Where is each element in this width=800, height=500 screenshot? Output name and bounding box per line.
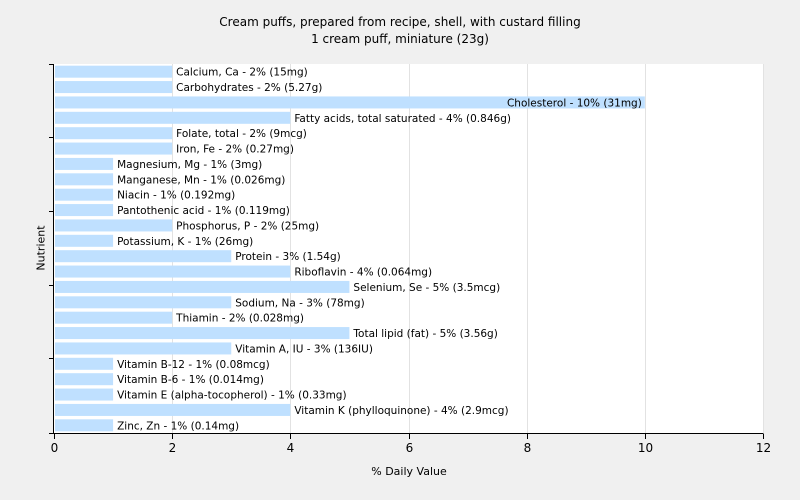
bar xyxy=(55,419,114,432)
bar-label: Riboflavin - 4% (0.064mg) xyxy=(294,267,432,279)
bar xyxy=(55,250,232,263)
bar xyxy=(55,65,173,78)
bar xyxy=(55,188,114,201)
bar-label: Vitamin E (alpha-tocopherol) - 1% (0.33m… xyxy=(117,390,347,402)
bar-label: Vitamin A, IU - 3% (136IU) xyxy=(235,343,373,355)
bar xyxy=(55,327,350,340)
bar-label: Fatty acids, total saturated - 4% (0.846… xyxy=(294,113,511,125)
bar xyxy=(55,296,232,309)
bar xyxy=(55,81,173,94)
bar xyxy=(55,388,114,401)
chart-title: Cream puffs, prepared from recipe, shell… xyxy=(219,15,581,29)
bar xyxy=(55,234,114,247)
bar xyxy=(55,96,645,109)
bar-label: Iron, Fe - 2% (0.27mg) xyxy=(176,144,294,156)
x-tick-label: 2 xyxy=(169,441,177,455)
bar-label: Vitamin B-6 - 1% (0.014mg) xyxy=(117,374,264,386)
bar xyxy=(55,142,173,155)
bar xyxy=(55,157,114,170)
x-tick-label: 10 xyxy=(638,441,653,455)
x-tick-label: 12 xyxy=(756,441,771,455)
bar-label: Niacin - 1% (0.192mg) xyxy=(117,190,235,202)
bar-label: Vitamin K (phylloquinone) - 4% (2.9mcg) xyxy=(294,405,508,417)
bar xyxy=(55,280,350,293)
bar-label: Potassium, K - 1% (26mg) xyxy=(117,236,253,248)
bar xyxy=(55,219,173,232)
bar xyxy=(55,342,232,355)
x-axis-label: % Daily Value xyxy=(371,465,447,478)
bar-label: Total lipid (fat) - 5% (3.56g) xyxy=(352,328,497,340)
bar-label: Vitamin B-12 - 1% (0.08mcg) xyxy=(117,359,270,371)
bar-label: Magnesium, Mg - 1% (3mg) xyxy=(117,159,262,171)
x-tick-label: 6 xyxy=(406,441,414,455)
chart-subtitle: 1 cream puff, miniature (23g) xyxy=(311,32,489,46)
bar xyxy=(55,311,173,324)
bar-label: Cholesterol - 10% (31mg) xyxy=(507,97,642,109)
bar xyxy=(55,204,114,217)
bar-label: Pantothenic acid - 1% (0.119mg) xyxy=(117,205,290,217)
x-tick-label: 4 xyxy=(287,441,295,455)
bar xyxy=(55,357,114,370)
bar xyxy=(55,173,114,186)
bar-label: Carbohydrates - 2% (5.27g) xyxy=(176,82,322,94)
bar-label: Thiamin - 2% (0.028mg) xyxy=(175,313,304,325)
y-axis-label: Nutrient xyxy=(34,225,48,271)
bar-label: Selenium, Se - 5% (3.5mcg) xyxy=(353,282,500,294)
bar xyxy=(55,403,291,416)
bar xyxy=(55,127,173,140)
bar-label: Calcium, Ca - 2% (15mg) xyxy=(176,67,308,79)
bar-label: Phosphorus, P - 2% (25mg) xyxy=(176,220,319,232)
bar xyxy=(55,373,114,386)
bar-label: Sodium, Na - 3% (78mg) xyxy=(235,297,364,309)
bar-label: Manganese, Mn - 1% (0.026mg) xyxy=(117,174,285,186)
bar-label: Zinc, Zn - 1% (0.14mg) xyxy=(117,420,239,432)
x-tick-label: 8 xyxy=(524,441,532,455)
bar xyxy=(55,265,291,278)
bar-label: Folate, total - 2% (9mcg) xyxy=(176,128,307,140)
x-tick-label: 0 xyxy=(51,441,59,455)
bar xyxy=(55,111,291,124)
bar-label: Protein - 3% (1.54g) xyxy=(235,251,341,263)
